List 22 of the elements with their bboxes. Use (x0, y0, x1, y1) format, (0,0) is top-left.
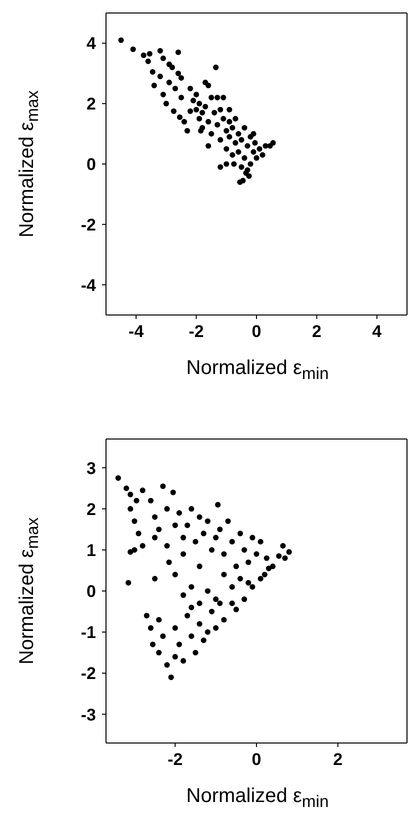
x-axis-title: Normalized ε$_{min}$ (185, 785, 330, 812)
y-tick-label: 0 (86, 155, 96, 174)
y-tick-label: 1 (86, 540, 96, 560)
y-tick-label: 4 (86, 34, 97, 54)
y-tick-label: -2 (80, 215, 96, 234)
x-tick-label: 2 (333, 750, 343, 770)
x-tick-label: 0 (252, 322, 262, 342)
y-tick-label: -2 (80, 664, 96, 684)
y-tick-label: 2 (86, 94, 96, 114)
x-tick-label: 0 (252, 750, 262, 770)
x-tick-label: 4 (372, 322, 382, 342)
y-tick-label: 2 (86, 500, 96, 519)
y-tick-label: 3 (86, 458, 96, 478)
y-tick-label: -1 (80, 623, 96, 642)
y-tick-label: 0 (86, 582, 96, 602)
x-tick-label: -2 (188, 322, 204, 342)
x-tick-label: -4 (128, 322, 144, 342)
y-tick-label: -4 (80, 276, 97, 295)
x-tick-label: 2 (312, 322, 322, 342)
x-axis-title: Normalized ε$_{min}$ (185, 357, 330, 384)
y-tick-label: -3 (80, 705, 96, 724)
x-tick-label: -2 (168, 750, 183, 770)
